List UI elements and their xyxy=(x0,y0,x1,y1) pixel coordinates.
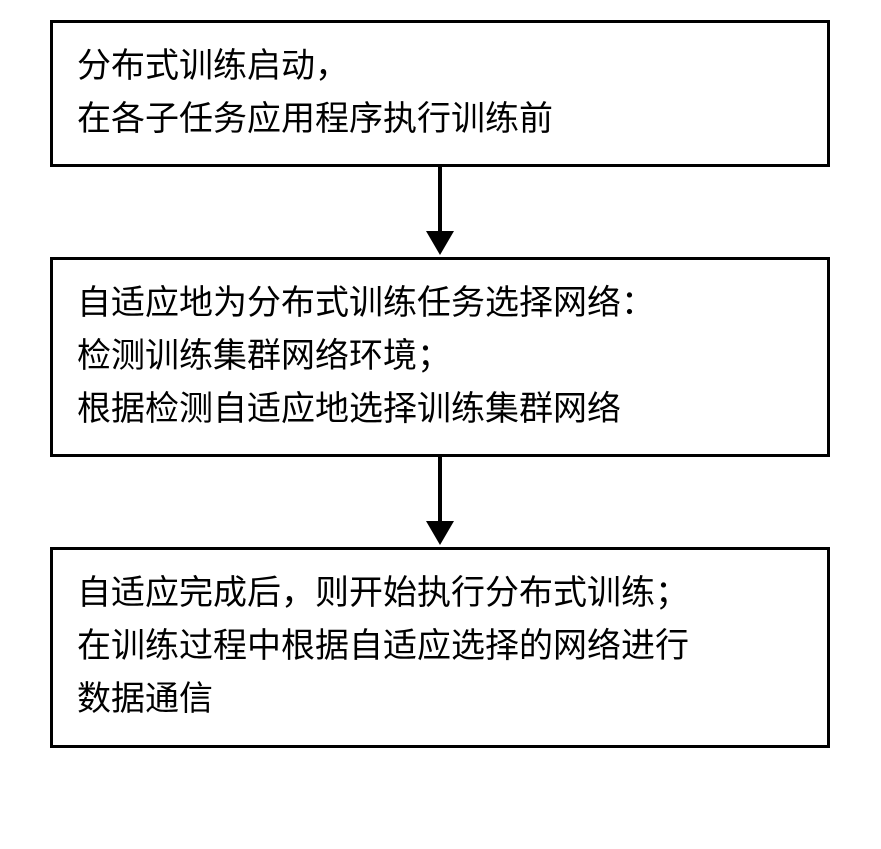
flow-node-1: 分布式训练启动， 在各子任务应用程序执行训练前 xyxy=(50,20,830,167)
arrow-down-icon xyxy=(420,167,460,257)
flow-node-3: 自适应完成后，则开始执行分布式训练； 在训练过程中根据自适应选择的网络进行 数据… xyxy=(50,547,830,747)
flow-node-2-text: 自适应地为分布式训练任务选择网络： 检测训练集群网络环境； 根据检测自适应地选择… xyxy=(77,278,803,436)
arrow-1 xyxy=(50,167,830,257)
flow-node-3-text: 自适应完成后，则开始执行分布式训练； 在训练过程中根据自适应选择的网络进行 数据… xyxy=(77,568,803,726)
flow-node-2: 自适应地为分布式训练任务选择网络： 检测训练集群网络环境； 根据检测自适应地选择… xyxy=(50,257,830,457)
flowchart-container: 分布式训练启动， 在各子任务应用程序执行训练前 自适应地为分布式训练任务选择网络… xyxy=(50,20,830,748)
arrow-down-icon xyxy=(420,457,460,547)
flow-node-1-text: 分布式训练启动， 在各子任务应用程序执行训练前 xyxy=(77,41,803,146)
arrow-2 xyxy=(50,457,830,547)
